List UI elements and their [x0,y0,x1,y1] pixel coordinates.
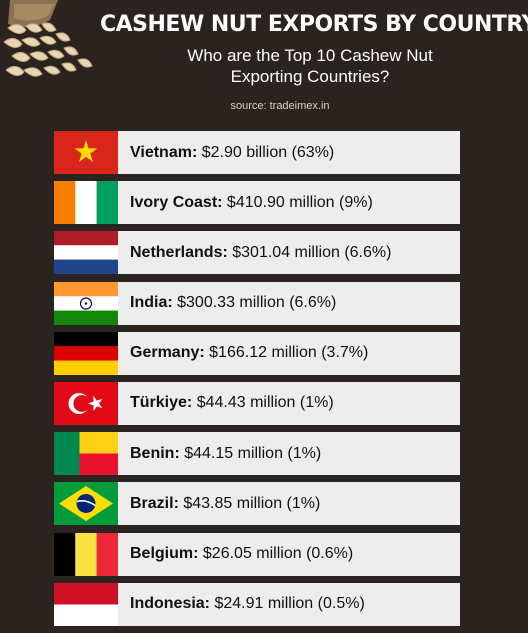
list-item: Brazil: $43.85 million (1%) [54,482,460,526]
list-item-label: Benin: $44.15 million (1%) [118,445,321,463]
cashew-sack-icon [3,0,93,77]
header: CASHEW NUT EXPORTS BY COUNTRY Who are th… [0,0,528,125]
country-name: Indonesia: [130,595,211,613]
list-item: Ivory Coast: $410.90 million (9%) [54,181,460,225]
list-item-label: Netherlands: $301.04 million (6.6%) [118,244,391,262]
subtitle-line: Who are the Top 10 Cashew Nut [187,46,433,65]
export-value: $166.12 million (3.7%) [209,344,369,362]
country-name: Netherlands: [130,243,228,261]
list-item-label: Indonesia: $24.91 million (0.5%) [118,595,365,613]
list-item: Germany: $166.12 million (3.7%) [54,331,460,375]
brazil-flag-icon [54,482,118,526]
country-name: Belgium: [130,545,199,562]
list-item: Indonesia: $24.91 million (0.5%) [54,582,460,626]
country-name: India: [130,294,173,312]
turkey-flag-icon [54,381,118,425]
belgium-flag-icon [54,532,118,576]
list-item: Belgium: $26.05 million (0.6%) [54,532,460,576]
netherlands-flag-icon [54,231,118,275]
subtitle-line: Exporting Countries? [230,67,390,86]
export-value: $43.85 million (1%) [183,494,321,512]
list-item: Netherlands: $301.04 million (6.6%) [54,231,460,275]
export-value: $44.15 million (1%) [184,444,322,462]
export-value: $2.90 billion (63%) [201,143,335,161]
export-value: $301.04 million (6.6%) [232,243,392,261]
country-name: Ivory Coast: [130,193,223,211]
page-title: CASHEW NUT EXPORTS BY COUNTRY [100,12,528,37]
list-item: India: $300.33 million (6.6%) [54,281,460,325]
germany-flag-icon [54,331,118,375]
country-list: Vietnam: $2.90 billion (63%) Ivory Coast… [54,131,460,633]
country-name: Brazil: [130,494,179,512]
list-item-label: Brazil: $43.85 million (1%) [118,495,320,513]
ivory-coast-flag-icon [54,181,118,225]
list-item-label: India: $300.33 million (6.6%) [118,294,336,312]
list-item: Türkiye: $44.43 million (1%) [54,381,460,425]
country-name: Vietnam: [130,143,198,161]
list-item-label: Belgium: $26.05 million (0.6%) [118,545,353,563]
list-item: Vietnam: $2.90 billion (63%) [54,131,460,174]
list-item-label: Germany: $166.12 million (3.7%) [118,344,368,362]
source-note: source: tradeimex.in [230,100,330,112]
list-item-label: Vietnam: $2.90 billion (63%) [118,144,334,162]
indonesia-flag-icon [54,582,118,626]
vietnam-flag-icon [54,131,118,174]
benin-flag-icon [54,432,118,476]
india-flag-icon [54,281,118,325]
export-value: $24.91 million (0.5%) [214,595,365,613]
country-name: Benin: [130,444,180,462]
page-subtitle: Who are the Top 10 Cashew Nut Exporting … [110,45,510,87]
country-name: Türkiye: [130,394,193,412]
export-value: $300.33 million (6.6%) [177,294,337,312]
list-item-label: Türkiye: $44.43 million (1%) [118,394,334,412]
export-value: $26.05 million (0.6%) [202,545,354,562]
list-item: Benin: $44.15 million (1%) [54,432,460,476]
list-item-label: Ivory Coast: $410.90 million (9%) [118,194,373,212]
export-value: $410.90 million (9%) [226,193,373,211]
country-name: Germany: [130,344,205,362]
export-value: $44.43 million (1%) [196,394,334,412]
